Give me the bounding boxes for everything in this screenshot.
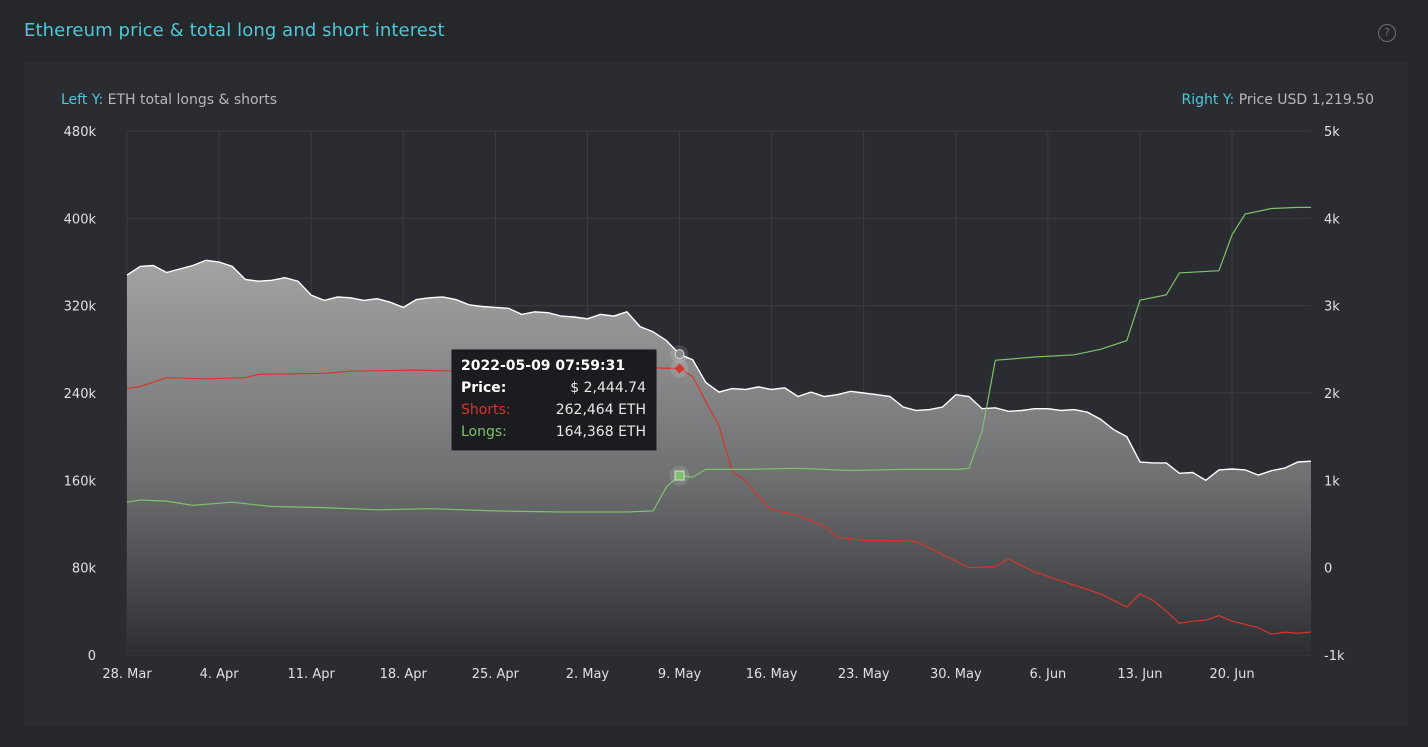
left-axis-key: Left Y: <box>61 92 104 108</box>
x-tick: 9. May <box>658 667 702 682</box>
x-tick: 28. Mar <box>102 667 152 682</box>
help-icon[interactable]: ? <box>1378 24 1396 42</box>
x-tick: 16. May <box>746 667 798 682</box>
x-tick: 11. Apr <box>288 667 336 682</box>
y-left-tick: 160k <box>64 474 97 489</box>
price-hover-marker <box>674 349 685 360</box>
x-tick: 4. Apr <box>200 667 240 682</box>
chart-title: Ethereum price & total long and short in… <box>24 20 445 41</box>
longs-hover-marker <box>674 470 685 481</box>
y-right-tick: 1k <box>1324 474 1340 489</box>
tooltip-shorts-row: Shorts: 262,464 ETH <box>461 399 646 421</box>
y-left-tick: 240k <box>64 387 97 402</box>
y-left-tick: 400k <box>64 212 97 227</box>
y-right-tick: 5k <box>1324 125 1340 140</box>
right-axis-caption: Right Y: Price USD 1,219.50 <box>1182 92 1375 108</box>
price-area <box>127 260 1311 655</box>
x-tick: 20. Jun <box>1210 667 1255 682</box>
x-tick: 25. Apr <box>472 667 520 682</box>
tooltip-longs-value: 164,368 ETH <box>555 424 646 440</box>
y-right-tick: 3k <box>1324 300 1340 315</box>
price-line <box>126 259 1312 482</box>
shorts-hover-marker <box>674 363 685 374</box>
x-tick: 30. May <box>930 667 982 682</box>
shorts-line <box>126 367 1312 635</box>
left-axis-label: ETH total longs & shorts <box>107 92 278 108</box>
x-tick: 6. Jun <box>1029 667 1066 682</box>
tooltip-price-label: Price: <box>461 380 507 396</box>
tooltip-price-row: Price: $ 2,444.74 <box>461 377 646 399</box>
y-right-tick: -1k <box>1324 649 1345 664</box>
tooltip-shorts-label: Shorts: <box>461 402 511 418</box>
y-right-tick: 2k <box>1324 387 1340 402</box>
x-tick: 13. Jun <box>1117 667 1162 682</box>
tooltip-longs-label: Longs: <box>461 424 507 440</box>
y-left-tick: 0 <box>88 649 96 664</box>
longs-line <box>126 206 1311 513</box>
tooltip: 2022-05-09 07:59:31 Price: $ 2,444.74 Sh… <box>451 349 657 451</box>
y-left-tick: 480k <box>64 125 97 140</box>
y-right-tick: 0 <box>1324 562 1332 577</box>
tooltip-shorts-value: 262,464 ETH <box>555 402 646 418</box>
left-axis-caption: Left Y: ETH total longs & shorts <box>61 92 277 108</box>
y-left-tick: 80k <box>72 562 97 577</box>
x-tick: 2. May <box>566 667 610 682</box>
right-axis-key: Right Y: <box>1181 92 1235 108</box>
tooltip-price-value: $ 2,444.74 <box>570 380 646 396</box>
tooltip-longs-row: Longs: 164,368 ETH <box>461 421 646 443</box>
right-axis-label: Price USD 1,219.50 <box>1238 92 1374 108</box>
x-tick: 23. May <box>838 667 890 682</box>
x-tick: 18. Apr <box>380 667 428 682</box>
y-right-tick: 4k <box>1324 212 1340 227</box>
tooltip-timestamp: 2022-05-09 07:59:31 <box>461 358 626 374</box>
y-left-tick: 320k <box>64 300 97 315</box>
